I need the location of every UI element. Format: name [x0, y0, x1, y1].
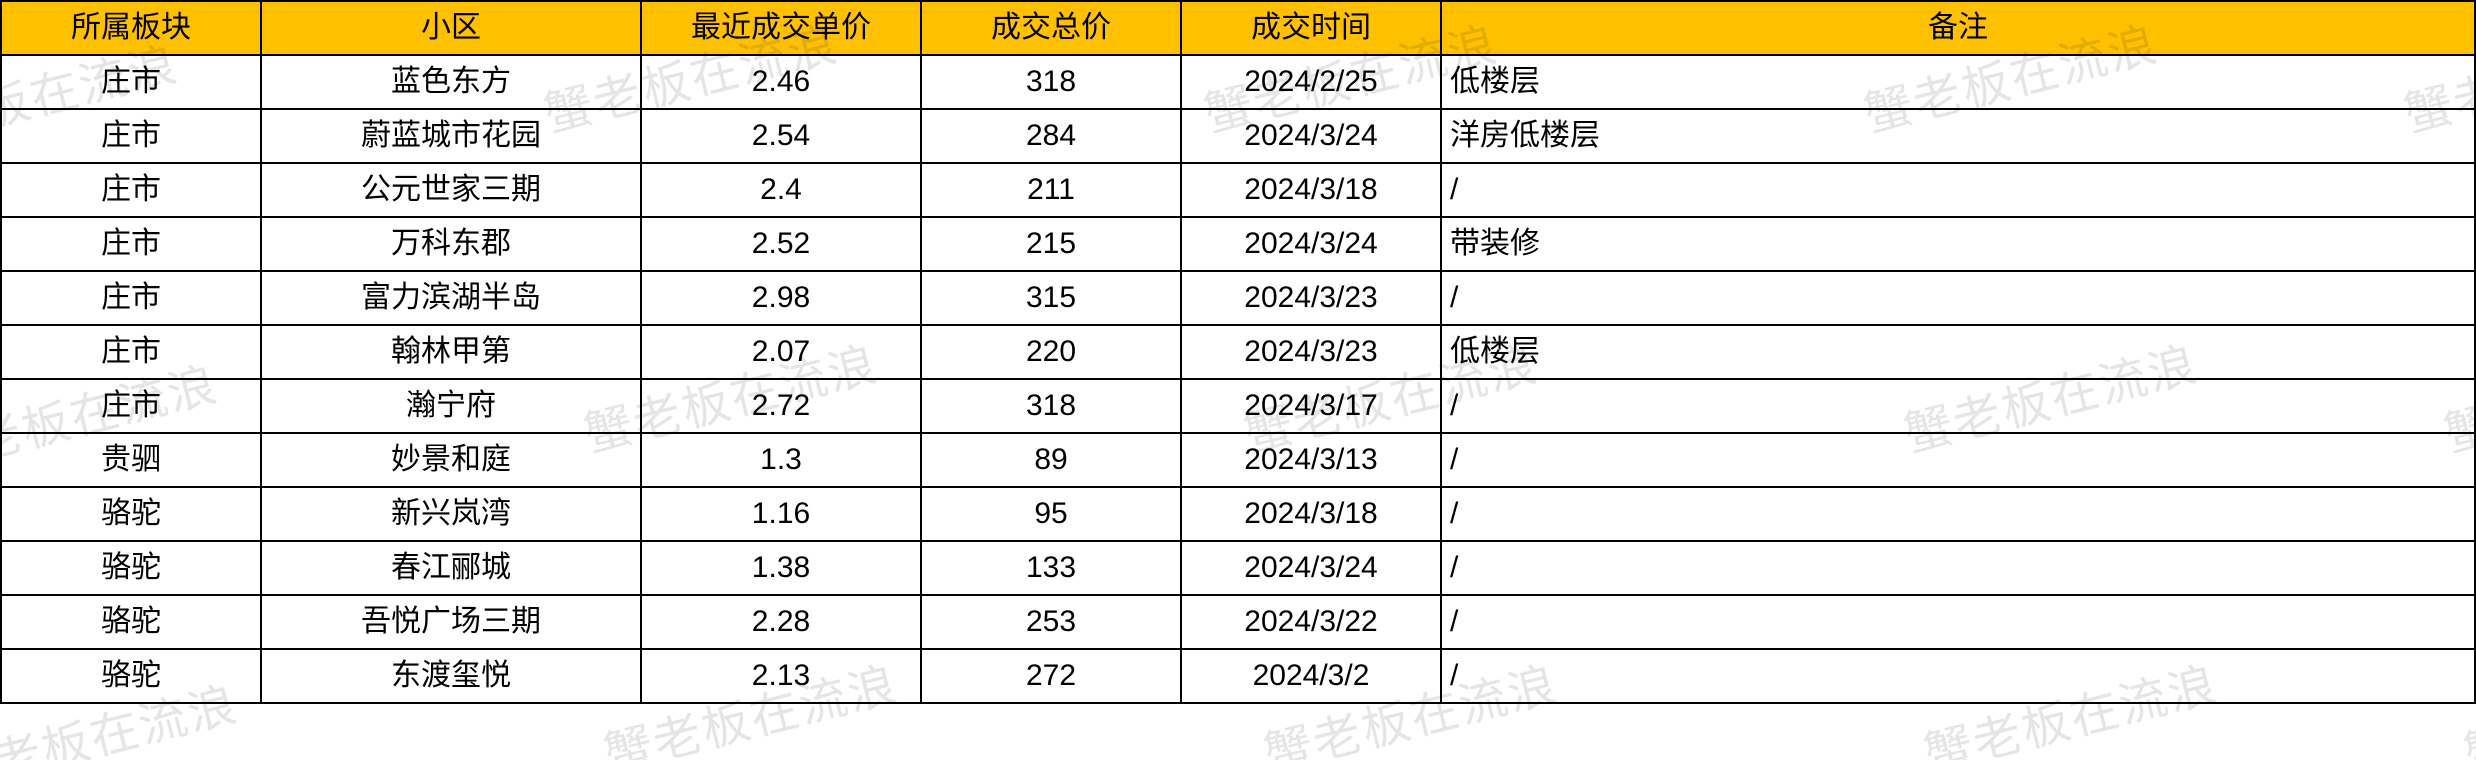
col-community: 小区 [261, 1, 641, 55]
page-container: 所属板块 小区 最近成交单价 成交总价 成交时间 备注 庄市蓝色东方2.4631… [0, 0, 2476, 760]
table-cell: 庄市 [1, 109, 261, 163]
table-cell: 318 [921, 379, 1181, 433]
col-date: 成交时间 [1181, 1, 1441, 55]
table-cell: 妙景和庭 [261, 433, 641, 487]
table-row: 骆驼吾悦广场三期2.282532024/3/22/ [1, 595, 2475, 649]
table-cell: 翰林甲第 [261, 325, 641, 379]
table-cell: 2024/3/13 [1181, 433, 1441, 487]
table-cell: 284 [921, 109, 1181, 163]
table-cell: / [1441, 595, 2475, 649]
table-cell: 1.3 [641, 433, 921, 487]
table-cell: 2024/3/18 [1181, 487, 1441, 541]
table-cell: 2024/3/24 [1181, 541, 1441, 595]
table-cell: / [1441, 379, 2475, 433]
table-cell: 庄市 [1, 55, 261, 109]
table-cell: 带装修 [1441, 217, 2475, 271]
table-cell: 骆驼 [1, 595, 261, 649]
table-cell: 2.98 [641, 271, 921, 325]
col-district: 所属板块 [1, 1, 261, 55]
table-row: 贵驷妙景和庭1.3892024/3/13/ [1, 433, 2475, 487]
table-cell: 2024/3/18 [1181, 163, 1441, 217]
table-cell: / [1441, 487, 2475, 541]
table-cell: 1.38 [641, 541, 921, 595]
table-cell: 2.54 [641, 109, 921, 163]
table-cell: / [1441, 433, 2475, 487]
table-cell: 2.4 [641, 163, 921, 217]
table-row: 庄市公元世家三期2.42112024/3/18/ [1, 163, 2475, 217]
table-cell: 吾悦广场三期 [261, 595, 641, 649]
table-cell: 2024/2/25 [1181, 55, 1441, 109]
table-cell: 低楼层 [1441, 55, 2475, 109]
table-cell: 蓝色东方 [261, 55, 641, 109]
table-cell: 庄市 [1, 271, 261, 325]
table-cell: / [1441, 271, 2475, 325]
table-cell: 1.16 [641, 487, 921, 541]
col-total: 成交总价 [921, 1, 1181, 55]
table-cell: 春江郦城 [261, 541, 641, 595]
table-cell: 瀚宁府 [261, 379, 641, 433]
table-cell: 89 [921, 433, 1181, 487]
table-cell: 2.52 [641, 217, 921, 271]
table-row: 庄市蓝色东方2.463182024/2/25低楼层 [1, 55, 2475, 109]
table-header: 所属板块 小区 最近成交单价 成交总价 成交时间 备注 [1, 1, 2475, 55]
transactions-table: 所属板块 小区 最近成交单价 成交总价 成交时间 备注 庄市蓝色东方2.4631… [0, 0, 2476, 704]
table-cell: 2024/3/24 [1181, 109, 1441, 163]
col-unit-price: 最近成交单价 [641, 1, 921, 55]
table-cell: 庄市 [1, 163, 261, 217]
table-row: 庄市翰林甲第2.072202024/3/23低楼层 [1, 325, 2475, 379]
table-cell: 2024/3/22 [1181, 595, 1441, 649]
table-cell: 253 [921, 595, 1181, 649]
table-cell: 272 [921, 649, 1181, 703]
table-cell: 万科东郡 [261, 217, 641, 271]
table-cell: 新兴岚湾 [261, 487, 641, 541]
table-cell: 公元世家三期 [261, 163, 641, 217]
table-cell: 2024/3/17 [1181, 379, 1441, 433]
table-cell: 211 [921, 163, 1181, 217]
table-cell: 富力滨湖半岛 [261, 271, 641, 325]
table-cell: 贵驷 [1, 433, 261, 487]
table-row: 庄市万科东郡2.522152024/3/24带装修 [1, 217, 2475, 271]
table-cell: 318 [921, 55, 1181, 109]
table-cell: 2.72 [641, 379, 921, 433]
table-cell: 低楼层 [1441, 325, 2475, 379]
table-cell: 2.28 [641, 595, 921, 649]
table-row: 庄市蔚蓝城市花园2.542842024/3/24洋房低楼层 [1, 109, 2475, 163]
table-cell: 2024/3/24 [1181, 217, 1441, 271]
table-cell: 2.07 [641, 325, 921, 379]
table-cell: 2024/3/23 [1181, 271, 1441, 325]
table-cell: 315 [921, 271, 1181, 325]
table-cell: / [1441, 541, 2475, 595]
table-cell: 洋房低楼层 [1441, 109, 2475, 163]
table-cell: 215 [921, 217, 1181, 271]
table-row: 骆驼春江郦城1.381332024/3/24/ [1, 541, 2475, 595]
table-cell: 95 [921, 487, 1181, 541]
table-row: 骆驼新兴岚湾1.16952024/3/18/ [1, 487, 2475, 541]
table-cell: 2.46 [641, 55, 921, 109]
table-cell: 东渡玺悦 [261, 649, 641, 703]
table-body: 庄市蓝色东方2.463182024/2/25低楼层庄市蔚蓝城市花园2.54284… [1, 55, 2475, 703]
table-cell: 2.13 [641, 649, 921, 703]
table-cell: / [1441, 649, 2475, 703]
table-cell: 庄市 [1, 325, 261, 379]
table-row: 骆驼东渡玺悦2.132722024/3/2/ [1, 649, 2475, 703]
table-cell: 庄市 [1, 379, 261, 433]
table-row: 庄市瀚宁府2.723182024/3/17/ [1, 379, 2475, 433]
table-cell: 骆驼 [1, 487, 261, 541]
table-cell: / [1441, 163, 2475, 217]
table-cell: 庄市 [1, 217, 261, 271]
col-remark: 备注 [1441, 1, 2475, 55]
table-cell: 133 [921, 541, 1181, 595]
table-cell: 2024/3/2 [1181, 649, 1441, 703]
table-row: 庄市富力滨湖半岛2.983152024/3/23/ [1, 271, 2475, 325]
table-cell: 220 [921, 325, 1181, 379]
table-cell: 骆驼 [1, 541, 261, 595]
table-cell: 2024/3/23 [1181, 325, 1441, 379]
table-cell: 蔚蓝城市花园 [261, 109, 641, 163]
table-cell: 骆驼 [1, 649, 261, 703]
